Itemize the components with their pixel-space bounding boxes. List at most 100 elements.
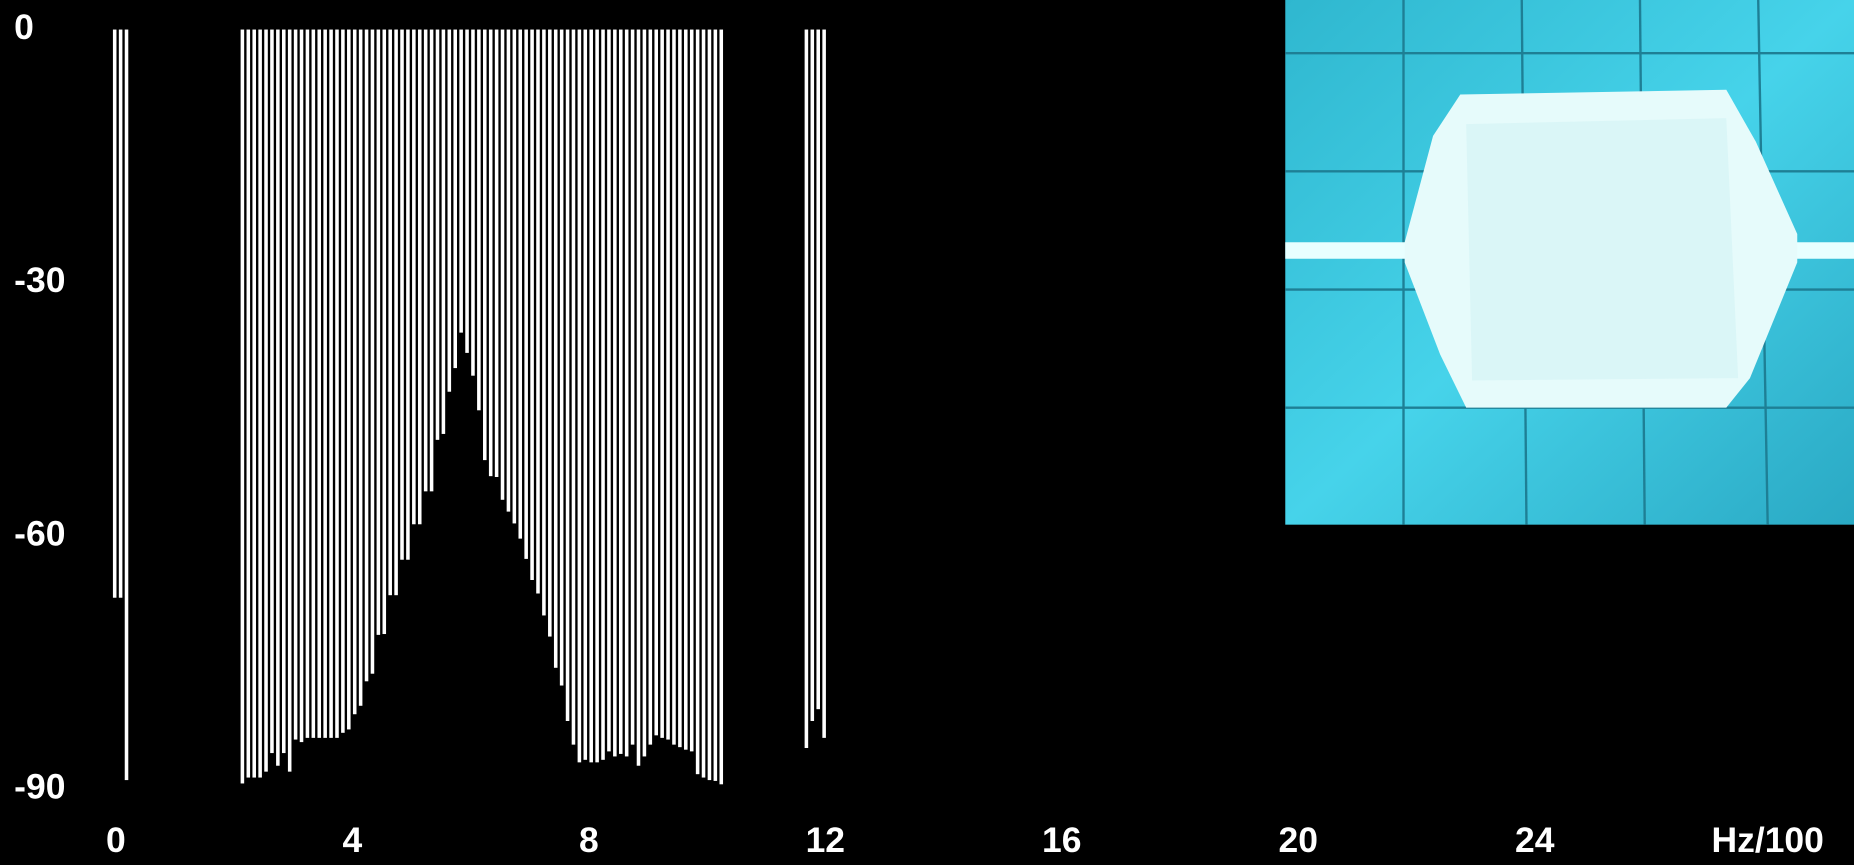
bar (607, 30, 611, 752)
bar (276, 30, 280, 766)
bar (294, 30, 298, 740)
bar (418, 30, 422, 525)
bar (501, 30, 505, 500)
bar (448, 30, 452, 392)
x-tick-label: 12 (806, 820, 845, 860)
bar (613, 30, 617, 757)
bar (353, 30, 357, 715)
bar (536, 30, 540, 594)
bar (530, 30, 534, 580)
bar (113, 30, 117, 598)
bar (719, 30, 723, 785)
bar (489, 30, 493, 477)
bar (643, 30, 647, 757)
bar (805, 30, 809, 748)
bar (329, 30, 333, 738)
bar (383, 30, 387, 634)
bar (252, 30, 256, 778)
bar (453, 30, 457, 369)
chart: Hz/100 0 -30 -60 -90 0 4 8 12 16 20 24 (0, 0, 1854, 865)
bar (125, 30, 129, 781)
bar (335, 30, 339, 738)
bar (696, 30, 700, 775)
bar (572, 30, 576, 745)
bar (566, 30, 570, 721)
bar (822, 30, 826, 738)
bar (341, 30, 345, 733)
bar (442, 30, 446, 434)
bar (684, 30, 688, 750)
bar (394, 30, 398, 596)
bar (495, 30, 499, 477)
x-tick-label: 4 (342, 820, 362, 860)
bar (365, 30, 369, 682)
oscilloscope-photo (1285, 0, 1854, 525)
bar (264, 30, 268, 772)
bar (548, 30, 552, 637)
y-tick-label: -30 (14, 260, 65, 300)
x-tick-label: 24 (1515, 820, 1555, 860)
bar (702, 30, 706, 778)
bar (258, 30, 262, 778)
bar (412, 30, 416, 525)
bar (406, 30, 410, 560)
bar (513, 30, 517, 524)
bar (471, 30, 475, 376)
bar (666, 30, 670, 740)
bar (811, 30, 815, 721)
bar (282, 30, 286, 754)
x-axis-label: Hz/100 (1711, 820, 1823, 860)
bar (714, 30, 718, 781)
bar (542, 30, 546, 616)
bar (524, 30, 528, 559)
bar (483, 30, 487, 461)
bar (288, 30, 292, 772)
bar (430, 30, 434, 492)
bar (589, 30, 593, 763)
bar (247, 30, 251, 778)
bar (816, 30, 820, 710)
bar (241, 30, 245, 784)
bar (672, 30, 676, 745)
bar (631, 30, 635, 745)
bar (119, 30, 123, 598)
bar (507, 30, 511, 512)
bar (300, 30, 304, 743)
bar (477, 30, 481, 411)
bar (465, 30, 469, 353)
bar (436, 30, 440, 440)
bar (371, 30, 375, 674)
bar (660, 30, 664, 738)
bar (347, 30, 351, 730)
bar (637, 30, 641, 766)
bar (400, 30, 404, 560)
page: Hz/100 0-30-60-9004812162024 (() => { co… (0, 0, 1854, 865)
bar (270, 30, 274, 754)
bar (595, 30, 599, 763)
bar (578, 30, 582, 763)
bar (678, 30, 682, 748)
bar (306, 30, 310, 738)
bar (388, 30, 392, 596)
bar (690, 30, 694, 752)
y-tick-label: 0 (14, 7, 34, 47)
y-tick-label: -90 (14, 767, 65, 807)
bar (625, 30, 629, 757)
y-tick-label: -60 (14, 513, 65, 553)
bar (560, 30, 564, 686)
x-tick-label: 0 (106, 820, 126, 860)
bar (377, 30, 381, 635)
bar (619, 30, 623, 754)
bar (323, 30, 327, 738)
x-tick-label: 20 (1279, 820, 1318, 860)
x-tick-label: 8 (579, 820, 599, 860)
bar (459, 30, 463, 333)
bar (649, 30, 653, 745)
bar (317, 30, 321, 738)
bar (584, 30, 588, 760)
bar (554, 30, 558, 668)
bar (518, 30, 522, 539)
bar (601, 30, 605, 760)
bar (424, 30, 428, 492)
x-tick-label: 16 (1042, 820, 1081, 860)
